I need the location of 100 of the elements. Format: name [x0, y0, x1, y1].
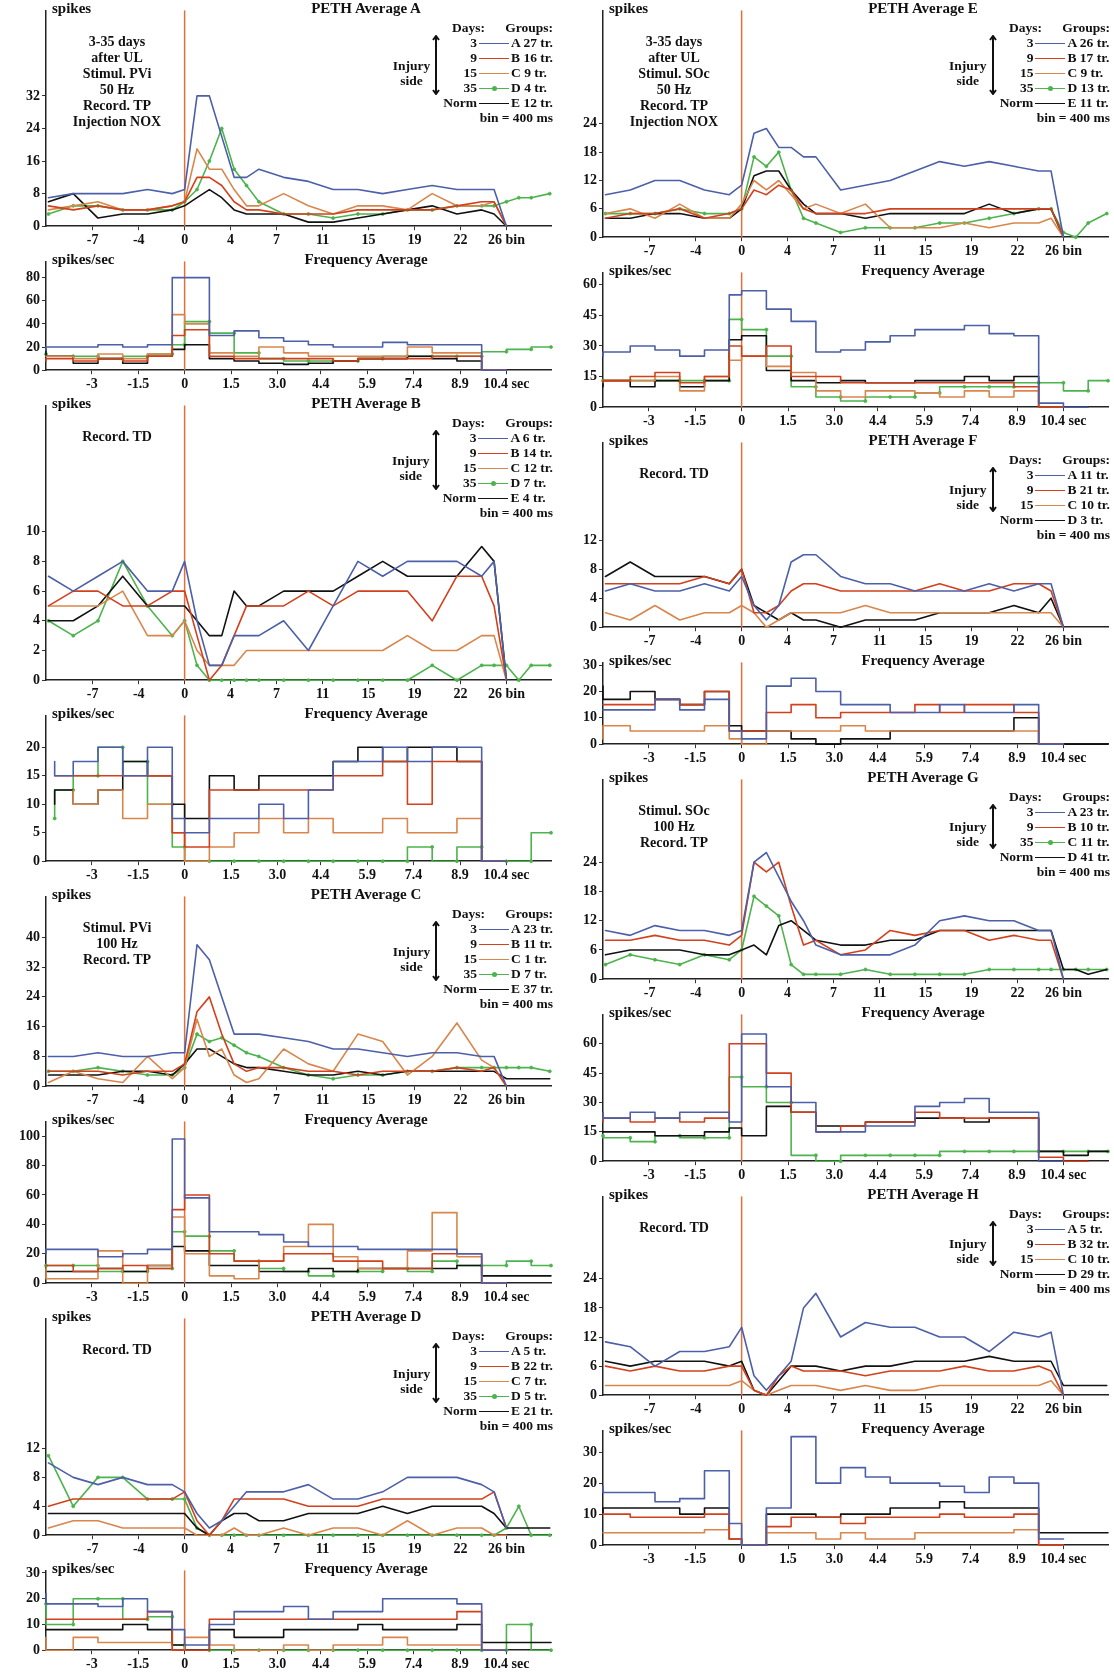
annotation: 3-35 days after UL Stimul. SOc 50 Hz Record. TP Injection NOX [628, 34, 720, 130]
x-tick-label: 0 [181, 1092, 189, 1108]
annotation: 9 [469, 936, 478, 951]
x-tick-label: 5.9 [358, 1656, 376, 1672]
x-tick-label: 4 [784, 985, 792, 1001]
annotation: 3 [469, 35, 478, 50]
x-tick-label: 4 [784, 633, 792, 649]
y-axis-title: spikes [52, 0, 92, 17]
legend-label: D 7 tr. [510, 475, 548, 490]
x-tick-label: -7 [643, 1401, 656, 1417]
y-axis-title: spikes [52, 395, 92, 412]
annotation: 9 [469, 1358, 478, 1373]
x-tick-label: -4 [132, 686, 145, 702]
x-tick-label: 5.9 [915, 1167, 933, 1183]
x-tick-label: 8.9 [451, 867, 469, 883]
x-tick-label: 3.0 [268, 867, 287, 883]
y-tick-label: 60 [583, 1035, 597, 1051]
x-tick-label: 7.4 [404, 1289, 423, 1305]
x-tick-label: -1.5 [127, 376, 150, 392]
x-tick-label: 8.9 [1008, 1167, 1026, 1183]
x-tick-label: 3.0 [268, 376, 287, 392]
chart-title: PETH Average F [868, 432, 978, 449]
legend-label: C 12 tr. [510, 460, 553, 475]
y-tick-label: 45 [583, 306, 597, 322]
legend-title: Days: Groups: [1008, 789, 1110, 804]
x-tick-label: 15 [361, 1092, 376, 1108]
x-tick-label: 4.4 [869, 750, 887, 766]
legend-label: E 11 tr. [1067, 95, 1110, 110]
chart-title: Frequency Average [304, 251, 428, 268]
annotation: Norm [999, 95, 1034, 110]
y-tick-label: 30 [583, 1094, 597, 1110]
legend-label: B 22 tr. [511, 1358, 553, 1373]
y-axis-title: spikes/sec [609, 652, 672, 669]
x-tick-label: 10.4 sec [483, 1656, 530, 1672]
y-tick-label: 24 [26, 988, 40, 1004]
x-tick-label: -4 [689, 243, 702, 259]
x-tick-label: 19 [964, 985, 979, 1001]
x-tick-label: 0 [738, 985, 746, 1001]
x-tick-label: 0 [181, 232, 189, 248]
annotation: Record. TD [638, 1220, 710, 1236]
y-axis-title: spikes/sec [609, 1420, 672, 1437]
x-tick-label: 11 [872, 243, 887, 259]
x-tick-label: -1.5 [684, 750, 707, 766]
x-tick-label: 15 [918, 243, 933, 259]
annotation: 9 [1025, 1236, 1034, 1251]
x-tick-label: 19 [964, 633, 979, 649]
x-tick-label: -4 [689, 1401, 702, 1417]
x-tick-label: -4 [132, 1541, 145, 1557]
annotation: 3 [1025, 1221, 1034, 1236]
x-tick-label: 5.9 [915, 750, 933, 766]
annotation: Norm [999, 849, 1034, 864]
x-tick-label: 7.4 [404, 1656, 423, 1672]
x-tick-label: -7 [643, 243, 656, 259]
legend-label: D 29 tr. [1067, 1266, 1110, 1281]
x-tick-label: 7 [830, 985, 838, 1001]
y-tick-label: 0 [590, 970, 597, 986]
annotation: 35 [462, 966, 478, 981]
annotation: Norm [443, 95, 478, 110]
legend-title: Days: Groups: [1008, 1206, 1110, 1221]
chart-title: Frequency Average [861, 652, 985, 669]
y-axis-title: spikes [609, 769, 649, 786]
annotation: 35 [461, 475, 477, 490]
chart-title: Frequency Average [861, 1004, 985, 1021]
y-tick-label: 16 [26, 152, 40, 168]
annotation: Injury side [392, 57, 431, 88]
x-tick-label: 10.4 sec [483, 376, 530, 392]
chart-title: PETH Average H [867, 1186, 979, 1203]
annotation: Norm [999, 512, 1034, 527]
chart-title: Frequency Average [304, 705, 428, 722]
x-tick-label: 19 [964, 1401, 979, 1417]
x-tick-label: -3 [85, 867, 98, 883]
x-tick-label: 0 [181, 376, 189, 392]
x-tick-label: 22 [1010, 633, 1025, 649]
x-tick-label: 11 [315, 1541, 330, 1557]
annotation: Record. TD [81, 429, 153, 445]
y-axis-title: spikes/sec [52, 705, 115, 722]
x-tick-label: 4.4 [312, 376, 330, 392]
x-tick-label: -3 [85, 376, 98, 392]
y-tick-label: 12 [583, 531, 597, 547]
y-tick-label: 0 [33, 361, 40, 377]
x-tick-label: 4 [784, 1401, 792, 1417]
x-tick-label: 3.0 [268, 1289, 287, 1305]
annotation: 15 [1018, 1251, 1034, 1266]
legend-label: D 5 tr. [511, 1388, 548, 1403]
x-tick-label: 4 [227, 686, 235, 702]
y-tick-label: 24 [583, 115, 597, 131]
annotation: 9 [468, 445, 477, 460]
legend-label: C 1 tr. [511, 951, 548, 966]
chart-title: PETH Average C [310, 886, 422, 903]
x-tick-label: 1.5 [779, 1551, 797, 1567]
annotation: Norm [443, 1403, 478, 1418]
x-tick-label: 22 [453, 686, 468, 702]
x-tick-label: 22 [453, 1092, 468, 1108]
x-tick-label: 8.9 [1008, 1551, 1026, 1567]
x-tick-label: 10.4 sec [1040, 750, 1087, 766]
x-tick-label: -1.5 [684, 1551, 707, 1567]
annotation: Norm [999, 1266, 1034, 1281]
y-tick-label: 80 [26, 1157, 40, 1173]
y-tick-label: 40 [26, 1215, 40, 1231]
x-tick-label: 4.4 [869, 1551, 887, 1567]
